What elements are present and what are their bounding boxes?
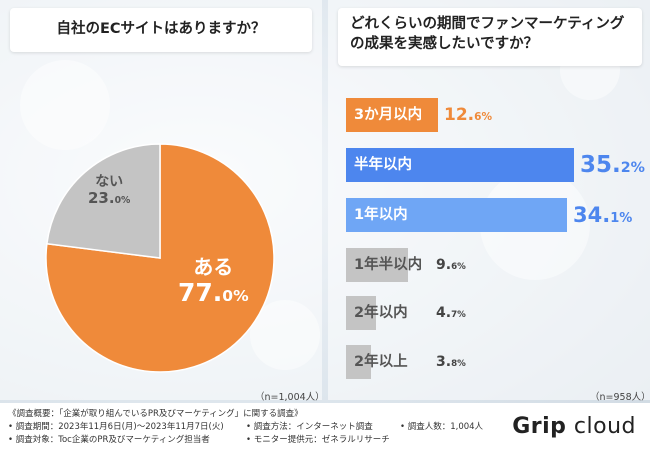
pie-label-nai-text: ない bbox=[95, 174, 124, 190]
bar-label-1.5years: 1年半以内 bbox=[354, 257, 423, 273]
pie-label-nai-value: 23.0% bbox=[88, 189, 131, 208]
bar-sample-note: （n=958人） bbox=[590, 392, 650, 403]
bar-label-1year: 1年以内 bbox=[354, 207, 408, 223]
bar-half-year bbox=[346, 148, 574, 182]
bar-value-2years-plus: 3.8% bbox=[436, 354, 466, 370]
bar-value-2years: 4.7% bbox=[436, 305, 466, 321]
bar-label-2years: 2年以内 bbox=[354, 305, 408, 321]
bar-value-half-year: 35.2% bbox=[580, 152, 645, 178]
survey-period: • 調査期間：2023年11月6日(月)～2023年11月7日(火) bbox=[8, 422, 224, 432]
survey-method: • 調査方法：インターネット調査 bbox=[246, 422, 373, 432]
bar-value-1year: 34.1% bbox=[573, 203, 633, 227]
bar-1.5years bbox=[346, 248, 408, 282]
bar-2years-plus bbox=[346, 345, 371, 379]
bar-question-line2: の成果を実感したいですか？ bbox=[350, 35, 539, 52]
pie-slice-nai bbox=[46, 143, 161, 259]
pie-label-nai: ない 23.0% bbox=[88, 174, 130, 207]
pie-label-aru-value: 77.0% bbox=[178, 278, 249, 307]
bar-3months bbox=[346, 98, 438, 132]
grip-cloud-logo: Grip cloud bbox=[512, 414, 636, 439]
survey-footer: 《調査概要：「企業が取り組んでいるPR及びマーケティング」に関する調査》 • 調… bbox=[0, 403, 650, 450]
pie-sample-note: （n=1,004人） bbox=[255, 392, 325, 403]
bar-label-half-year: 半年以内 bbox=[354, 157, 412, 173]
bar-value-3months: 12.6% bbox=[444, 105, 493, 125]
pie-chart bbox=[45, 143, 275, 373]
bar-2years bbox=[346, 296, 376, 330]
bar-question-title: どれくらいの期間でファンマーケティング の成果を実感したいですか？ bbox=[338, 8, 642, 66]
survey-target: • 調査対象：Toc企業のPR及びマーケティング担当者 bbox=[8, 435, 210, 445]
survey-count: • 調査人数：1,004人 bbox=[400, 422, 484, 432]
bar-label-3months: 3か月以内 bbox=[354, 107, 423, 123]
bar-label-2years-plus: 2年以上 bbox=[354, 354, 408, 370]
pie-label-aru-text: ある bbox=[193, 255, 234, 279]
bar-value-1.5years: 9.6% bbox=[436, 257, 466, 273]
bar-question-line1: どれくらいの期間でファンマーケティング bbox=[350, 16, 625, 32]
pie-question-title: 自社のECサイトはありますか？ bbox=[10, 8, 312, 52]
survey-title: 《調査概要：「企業が取り組んでいるPR及びマーケティング」に関する調査》 bbox=[8, 409, 303, 419]
pie-label-aru: ある 77.0% bbox=[178, 256, 249, 308]
bar-1year bbox=[346, 198, 567, 232]
survey-monitor: • モニター提供元：ゼネラルリサーチ bbox=[246, 435, 390, 445]
